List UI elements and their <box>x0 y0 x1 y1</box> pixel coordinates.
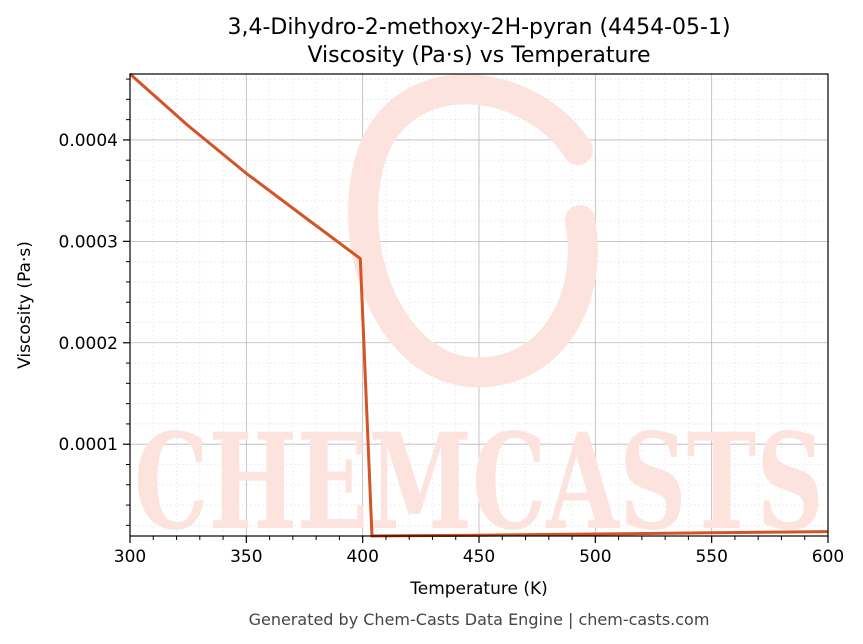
footer-credit: Generated by Chem-Casts Data Engine | ch… <box>249 610 710 629</box>
x-tick-label: 500 <box>579 547 611 567</box>
x-axis: 300 350 400 450 500 550 600 <box>114 536 844 567</box>
chart-title: 3,4-Dihydro-2-methoxy-2H-pyran (4454-05-… <box>227 15 730 40</box>
series-line <box>129 72 829 538</box>
y-axis-label: Viscosity (Pa·s) <box>15 241 35 369</box>
y-tick-label: 0.0002 <box>59 334 118 354</box>
x-tick-label: 450 <box>463 547 495 567</box>
x-axis-label: Temperature (K) <box>409 579 548 599</box>
x-tick-label: 550 <box>695 547 727 567</box>
chart-subtitle: Viscosity (Pa·s) vs Temperature <box>307 43 650 68</box>
x-tick-label: 350 <box>230 547 262 567</box>
x-tick-label: 600 <box>812 547 844 567</box>
y-tick-label: 0.0001 <box>59 435 118 455</box>
x-tick-label: 400 <box>346 547 378 567</box>
y-axis: 0.0001 0.0002 0.0003 0.0004 <box>59 78 130 526</box>
y-tick-label: 0.0004 <box>59 131 118 151</box>
x-tick-label: 300 <box>114 547 146 567</box>
watermark-logo-ring <box>348 74 598 388</box>
y-tick-label: 0.0003 <box>59 232 118 252</box>
